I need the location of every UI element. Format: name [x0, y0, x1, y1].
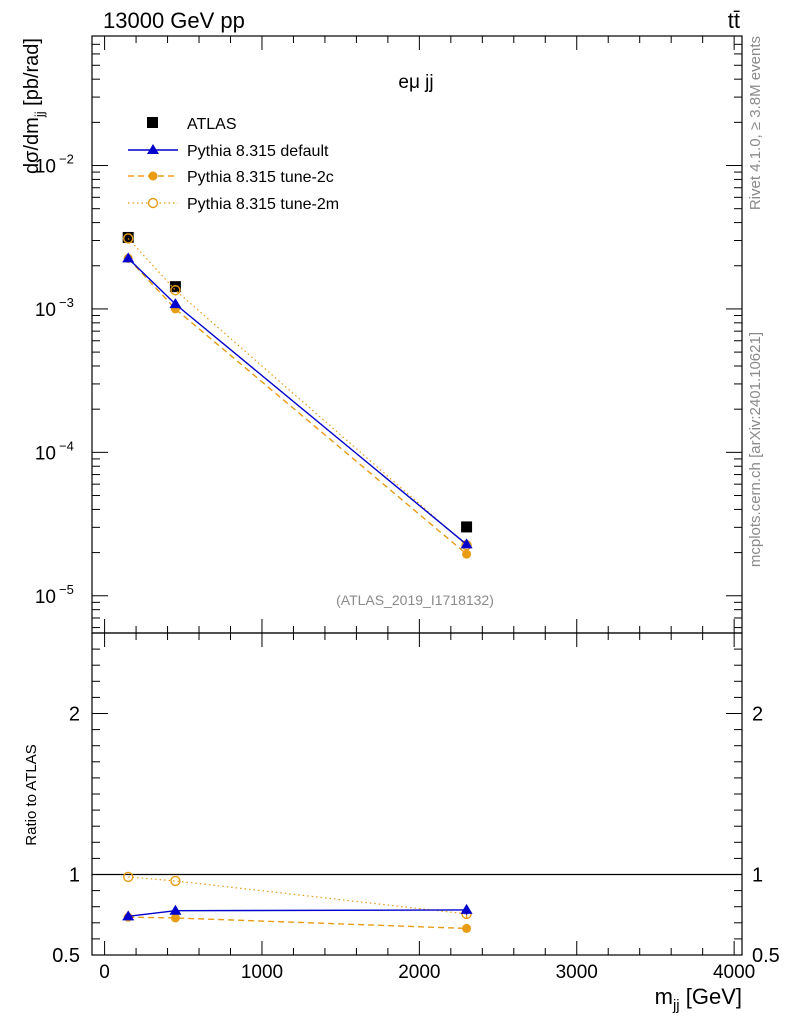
y-tick-label: 10 [35, 157, 56, 178]
y-tick-label-base: 10 [35, 300, 56, 321]
y-tick-label-exponent: −2 [59, 152, 74, 167]
x-tick-label: 3000 [556, 962, 598, 983]
y-tick-label-exponent: −3 [59, 295, 74, 310]
ratio-tick-label-right: 2 [752, 704, 763, 726]
x-axis-title-main: m [655, 984, 673, 1009]
analysis-id: (ATLAS_2019_I1718132) [336, 592, 494, 608]
main-point-default [169, 298, 182, 309]
y-tick-label: 10 [35, 443, 56, 464]
x-tick-label: 0 [99, 962, 110, 983]
ratio-point-tune-2m [170, 875, 181, 887]
ratio-tick-label-right: 1 [752, 865, 763, 887]
main-line-pythia-8-315-tune-2m [127, 238, 467, 546]
main-point-default [122, 252, 135, 263]
ratio-frame [91, 632, 743, 956]
legend-marker-atlas [147, 117, 158, 128]
main-point-atlas [122, 231, 134, 243]
y-tick-label: 10 [35, 587, 56, 608]
side-label-bottom: mcplots.cern.ch [arXiv:2401.10621] [747, 332, 764, 567]
ratio-point-tune-2m [122, 871, 134, 883]
legend-marker-tune-2c [148, 171, 158, 181]
main-point-tune-2m [122, 233, 134, 244]
main-point-tune-2c [462, 549, 472, 559]
y-tick-label-base: 10 [35, 157, 56, 178]
ratio-point-tune-2c [462, 923, 472, 933]
x-tick-label: 2000 [398, 962, 440, 983]
ratio-point-tune-2c [170, 913, 180, 923]
main-y-axis-title-rest: [pb/rad] [21, 38, 43, 111]
x-tick-label: 1000 [241, 962, 283, 983]
x-axis-title-subscript: jj [672, 997, 680, 1014]
legend-marker-default [147, 144, 159, 154]
ratio-tick-label: 0.5 [52, 945, 80, 967]
y-tick-label: 10 [35, 300, 56, 321]
ratio-point-default [122, 910, 135, 921]
ratio-y-axis-title: Ratio to ATLAS [23, 744, 40, 845]
legend-marker-tune-2m [147, 197, 159, 209]
ratio-tick-label: 1 [69, 865, 80, 887]
ratio-point-default [169, 904, 182, 915]
legend-label-atlas: ATLAS [187, 116, 237, 133]
legend-label-tune-2c: Pythia 8.315 tune-2c [187, 169, 334, 186]
energy-label: 13000 GeV pp [103, 8, 245, 33]
process-label: tt̄ [728, 8, 740, 33]
main-line-pythia-8-315-tune-2c [127, 257, 468, 555]
series-layer [122, 231, 473, 933]
legend: ATLAS Pythia 8.315 default Pythia 8.315 … [128, 116, 339, 213]
main-y-axis-title-subscript: jj [32, 111, 47, 118]
main-y-axis-title: dσ/dmjj [pb/rad] [21, 38, 47, 174]
legend-entry-tune-2c: Pythia 8.315 tune-2c [128, 169, 334, 186]
ratio-tick-label: 2 [69, 704, 80, 726]
x-tick-label: 4000 [713, 962, 755, 983]
y-tick-label-base: 10 [35, 587, 56, 608]
main-point-atlas [169, 281, 181, 293]
legend-entry-default: Pythia 8.315 default [128, 143, 329, 160]
y-tick-label-base: 10 [35, 443, 56, 464]
legend-label-default: Pythia 8.315 default [187, 143, 329, 160]
main-y-axis-title-text: dσ/dm [21, 117, 43, 174]
ratio-point-default [460, 903, 473, 914]
main-point-atlas [461, 521, 473, 533]
legend-entry-atlas: ATLAS [147, 116, 237, 133]
x-axis-title-rest: [GeV] [680, 984, 742, 1009]
ratio-line-pythia-8-315-tune-2c [128, 916, 467, 930]
main-point-tune-2m [170, 285, 181, 296]
main-line-pythia-8-315-default [127, 257, 468, 545]
side-label-top: Rivet 4.1.0, ≥ 3.8M events [747, 36, 764, 210]
ratio-tick-label-right: 0.5 [752, 945, 780, 967]
legend-label-tune-2m: Pythia 8.315 tune-2m [187, 196, 339, 213]
legend-entry-tune-2m: Pythia 8.315 tune-2m [128, 196, 339, 213]
channel-label: eμ jj [398, 72, 433, 93]
y-tick-label-exponent: −4 [59, 438, 74, 453]
main-point-default [460, 538, 473, 549]
x-axis-title: mjj [GeV] [655, 984, 742, 1014]
y-tick-label-exponent: −5 [59, 582, 74, 597]
